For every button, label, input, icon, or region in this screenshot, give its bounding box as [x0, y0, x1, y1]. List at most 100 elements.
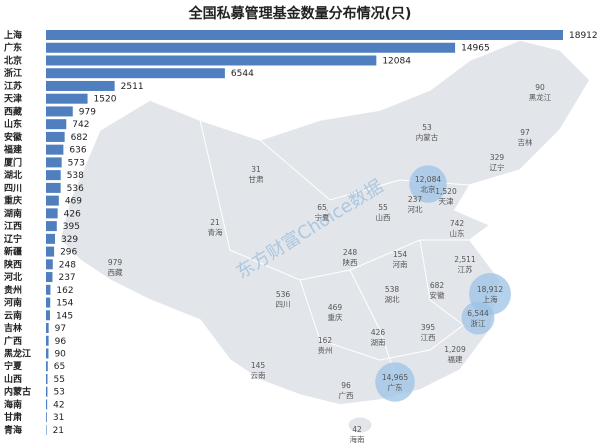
- category-label: 海南: [4, 398, 22, 410]
- bar: [46, 55, 377, 66]
- bar: [46, 182, 61, 193]
- value-label: 329: [61, 235, 78, 245]
- map-region: 海南: [350, 434, 365, 444]
- map-region: 湖北: [385, 295, 400, 304]
- bar: [46, 399, 48, 410]
- bar: [46, 386, 48, 397]
- value-label: 53: [53, 388, 64, 398]
- map-region: 辽宁: [490, 162, 505, 172]
- hainan-outline: [347, 416, 373, 434]
- map-region: 广西: [339, 390, 354, 400]
- bar: [46, 246, 55, 257]
- bar: [46, 144, 64, 155]
- category-label: 浙江: [4, 67, 22, 79]
- value-label: 2511: [121, 82, 144, 92]
- map-region: 云南: [251, 370, 266, 380]
- bar: [46, 68, 225, 79]
- category-label: 湖南: [4, 207, 22, 219]
- value-label: 573: [68, 158, 85, 168]
- bar: [46, 233, 55, 244]
- value-label: 237: [58, 273, 75, 283]
- map-region: 北京: [421, 184, 436, 194]
- value-label: 97: [55, 324, 66, 334]
- map-value: 31: [251, 165, 261, 174]
- map-region: 青海: [208, 227, 223, 237]
- value-label: 96: [55, 337, 67, 347]
- map-region: 安徽: [430, 290, 445, 300]
- value-label: 154: [56, 299, 73, 309]
- map-value: 395: [421, 323, 436, 332]
- map-region: 黑龙江: [529, 92, 552, 102]
- value-label: 682: [71, 133, 88, 143]
- category-label: 山东: [4, 118, 22, 130]
- value-label: 636: [69, 146, 86, 156]
- bar: [46, 208, 58, 219]
- value-label: 162: [56, 286, 73, 296]
- value-label: 31: [53, 413, 64, 423]
- bar: [46, 361, 48, 372]
- category-label: 黑龙江: [4, 348, 31, 360]
- category-label: 安徽: [4, 131, 23, 143]
- value-label: 296: [60, 248, 77, 258]
- category-label: 四川: [4, 183, 22, 194]
- value-label: 536: [67, 184, 84, 194]
- category-label: 辽宁: [4, 233, 22, 245]
- value-label: 18912: [569, 31, 598, 41]
- bar: [46, 335, 49, 346]
- category-label: 天津: [4, 93, 22, 105]
- map-region: 山东: [450, 228, 465, 238]
- value-label: 145: [56, 311, 73, 321]
- value-label: 979: [79, 107, 96, 117]
- map-value: 536: [276, 290, 291, 299]
- category-label: 西藏: [4, 105, 22, 117]
- map-value: 90: [535, 83, 545, 92]
- map-value: 1,209: [444, 345, 466, 354]
- value-label: 395: [63, 222, 80, 232]
- bar: [46, 93, 88, 104]
- map-region: 陕西: [343, 257, 358, 267]
- map-value: 248: [343, 248, 358, 257]
- category-label: 甘肃: [4, 411, 22, 423]
- map-region: 上海: [483, 294, 498, 304]
- map-value: 18,912: [477, 285, 503, 294]
- bar: [46, 170, 61, 181]
- map-region: 内蒙古: [416, 132, 439, 142]
- bar: [46, 195, 59, 206]
- map-region: 浙江: [471, 318, 486, 328]
- map-region: 河南: [393, 259, 408, 269]
- map-region: 河北: [408, 205, 423, 214]
- map-region: 甘肃: [249, 174, 264, 184]
- map-region: 贵州: [318, 345, 333, 355]
- value-label: 65: [54, 362, 65, 372]
- value-label: 21: [53, 426, 64, 436]
- bar: [46, 373, 48, 384]
- map-value: 96: [341, 381, 351, 390]
- chart-title: 全国私募管理基金数量分布情况(只): [188, 5, 412, 22]
- bar: [46, 106, 73, 117]
- map-value: 426: [371, 328, 386, 337]
- bar: [46, 284, 51, 295]
- bubble: [409, 165, 447, 203]
- map-region: 宁夏: [315, 212, 330, 222]
- map-value: 2,511: [454, 255, 476, 264]
- map-region: 重庆: [328, 312, 343, 322]
- category-label: 福建: [3, 144, 23, 156]
- bar: [46, 412, 47, 423]
- map-region: 广东: [388, 382, 403, 392]
- bar: [46, 131, 65, 142]
- map-value: 237: [408, 195, 423, 204]
- value-label: 55: [54, 375, 65, 385]
- map-value: 1,520: [435, 187, 457, 196]
- category-label: 陕西: [4, 258, 22, 270]
- bar: [46, 119, 67, 130]
- category-label: 上海: [4, 29, 22, 41]
- map-region: 西藏: [108, 267, 123, 277]
- map-region: 湖南: [371, 337, 386, 347]
- bubble: [461, 301, 495, 335]
- value-label: 14965: [461, 44, 490, 54]
- category-label: 宁夏: [4, 360, 23, 372]
- map-value: 742: [450, 219, 465, 228]
- map-value: 14,965: [382, 373, 408, 382]
- bar: [46, 221, 57, 232]
- map-value: 162: [318, 336, 333, 345]
